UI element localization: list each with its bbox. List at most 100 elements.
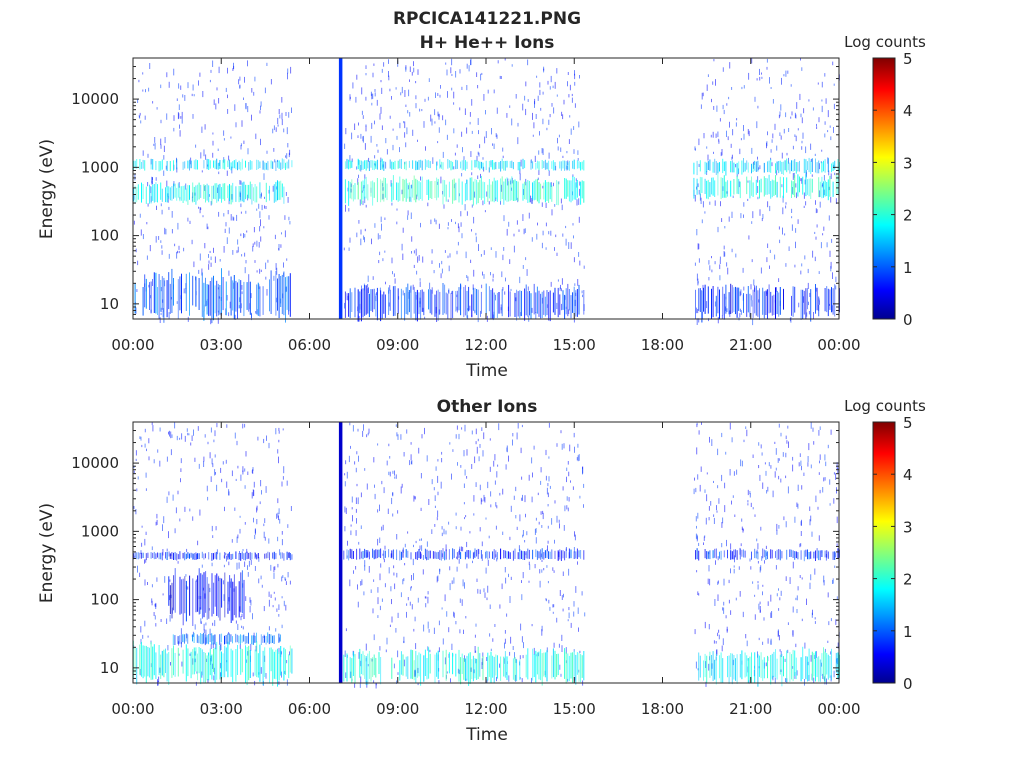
noise-mark [764,560,765,564]
band-mark [198,182,200,200]
noise-mark [836,516,838,524]
noise-mark [189,508,191,512]
noise-mark [152,101,154,104]
noise-mark [379,504,380,512]
band-mark [277,648,278,687]
band-mark [749,180,751,199]
noise-mark [212,60,214,67]
band-mark [514,657,516,681]
x-tick-label: 09:00 [376,700,419,718]
noise-mark [159,317,161,323]
noise-mark [458,558,460,564]
noise-mark [748,235,750,240]
noise-mark [542,185,544,189]
noise-mark [578,198,580,205]
panel-h-he-ions: H+ He++ Ions 00:00 03:00 06:00 09:00 12:00 15… [37,33,926,381]
noise-mark [168,206,170,210]
band-mark [424,548,426,559]
band-mark [415,552,417,560]
noise-mark [554,539,555,544]
noise-mark [539,569,541,574]
noise-mark [373,457,375,463]
noise-mark [800,58,801,61]
noise-mark [176,435,178,441]
noise-mark [451,580,453,585]
noise-mark [717,131,719,138]
noise-mark [155,623,157,627]
band-mark [145,278,147,309]
band-mark [344,291,346,318]
band-mark [246,551,248,560]
band-mark [803,158,805,174]
band-mark [456,290,458,313]
noise-mark [562,608,564,612]
band-mark [249,181,251,200]
band-mark [456,160,458,169]
noise-mark [522,530,524,537]
band-mark [410,552,412,560]
noise-mark [170,449,172,456]
noise-mark [411,184,413,189]
noise-mark [244,267,246,274]
band-mark [826,182,828,197]
noise-mark [759,474,761,481]
band-mark [237,282,238,320]
band-mark [354,287,356,318]
band-mark [351,658,353,683]
noise-mark [780,432,782,437]
band-mark [208,552,210,560]
band-mark [698,652,700,681]
band-mark [818,656,820,682]
band-mark [174,635,176,645]
noise-mark [142,72,144,75]
band-mark [436,290,438,322]
noise-mark [146,255,148,260]
noise-mark [377,233,379,240]
noise-mark [228,489,230,496]
noise-mark [380,106,382,114]
noise-mark [457,668,459,674]
band-mark [762,548,764,559]
noise-mark [719,118,721,122]
noise-mark [144,428,146,433]
band-mark [770,291,772,313]
band-mark [407,550,409,558]
noise-mark [837,642,839,649]
band-mark [567,653,569,682]
band-mark [426,658,428,680]
band-mark [517,181,519,202]
noise-mark [446,611,448,617]
band-mark [360,551,362,559]
noise-mark [401,86,403,94]
band-mark [171,186,173,201]
band-mark [439,550,441,560]
noise-mark [731,437,733,443]
noise-mark [728,216,730,222]
band-mark [376,549,378,559]
band-mark [549,182,551,200]
noise-mark [211,562,213,567]
band-mark [418,181,420,201]
noise-mark [139,572,141,577]
noise-mark [756,538,758,542]
noise-mark [461,599,463,606]
band-mark [487,184,489,202]
noise-mark [561,645,563,652]
band-mark [260,634,262,645]
noise-mark [717,594,719,601]
noise-mark [461,546,462,552]
noise-mark [711,269,713,273]
band-mark [795,551,797,559]
noise-mark [696,525,697,529]
band-mark [514,292,516,317]
band-mark [578,284,580,315]
noise-mark [376,144,378,147]
band-mark [368,551,370,560]
noise-mark [505,577,507,584]
band-mark [789,162,791,174]
band-mark [835,173,837,195]
noise-mark [283,466,285,474]
noise-mark [473,191,475,198]
noise-mark [569,444,571,452]
noise-mark [166,618,168,624]
